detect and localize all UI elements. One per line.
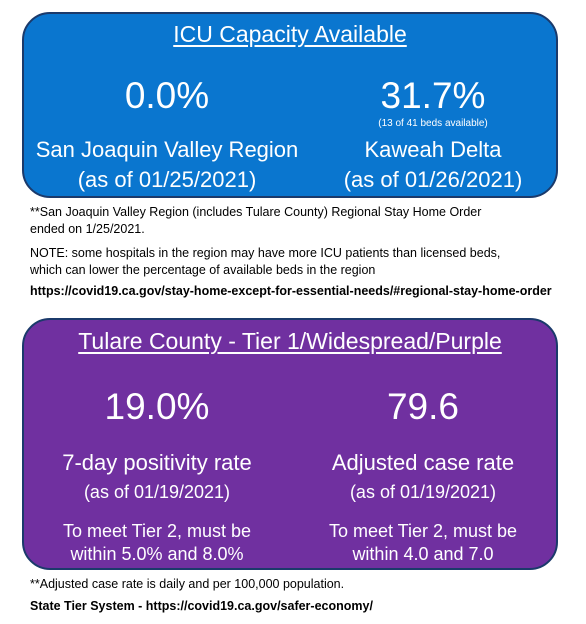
kaweah-name: Kaweah Delta	[364, 137, 502, 162]
icu-panel-title: ICU Capacity Available	[173, 21, 407, 47]
hospital-note-line: which can lower the percentage of availa…	[30, 263, 376, 277]
stay-home-note-line: ended on 1/25/2021.	[30, 222, 145, 236]
hospital-note-line: NOTE: some hospitals in the region may h…	[30, 246, 501, 260]
tier-panel-title: Tulare County - Tier 1/Widespread/Purple	[78, 328, 502, 354]
hospital-capacity-note: NOTE: some hospitals in the region may h…	[30, 245, 500, 279]
icu-capacity-panel: ICU Capacity Available 0.0% San Joaquin …	[22, 12, 558, 198]
case-rate-requirement-line: within 4.0 and 7.0	[352, 544, 494, 564]
case-rate-date: (as of 01/19/2021)	[349, 482, 497, 502]
case-rate-label: Adjusted case rate	[331, 450, 515, 475]
positivity-rate-date: (as of 01/19/2021)	[83, 482, 231, 502]
positivity-requirement: To meet Tier 2, must be within 5.0% and …	[24, 520, 290, 566]
state-tier-system-link[interactable]: State Tier System - https://covid19.ca.g…	[30, 599, 373, 613]
kaweah-date: (as of 01/26/2021)	[343, 167, 523, 192]
kaweah-beds-available: (13 of 41 beds available)	[378, 118, 488, 129]
region-icu-value: 0.0%	[124, 75, 210, 116]
positivity-requirement-line: within 5.0% and 8.0%	[70, 544, 244, 564]
positivity-rate-label: 7-day positivity rate	[62, 450, 252, 475]
case-rate-footnote: **Adjusted case rate is daily and per 10…	[30, 577, 345, 591]
stay-home-note-line: **San Joaquin Valley Region (includes Tu…	[30, 205, 482, 219]
tier-status-panel: Tulare County - Tier 1/Widespread/Purple…	[22, 318, 558, 570]
stay-home-note: **San Joaquin Valley Region (includes Tu…	[30, 204, 481, 238]
positivity-requirement-line: To meet Tier 2, must be	[62, 521, 252, 541]
kaweah-icu-value: 31.7%	[380, 75, 486, 116]
stay-home-order-link[interactable]: https://covid19.ca.gov/stay-home-except-…	[30, 284, 552, 298]
region-name: San Joaquin Valley Region	[35, 137, 299, 162]
region-date: (as of 01/25/2021)	[77, 167, 257, 192]
case-rate-requirement: To meet Tier 2, must be within 4.0 and 7…	[290, 520, 556, 566]
case-rate-requirement-line: To meet Tier 2, must be	[328, 521, 518, 541]
positivity-rate-value: 19.0%	[104, 386, 210, 427]
case-rate-value: 79.6	[386, 386, 459, 427]
